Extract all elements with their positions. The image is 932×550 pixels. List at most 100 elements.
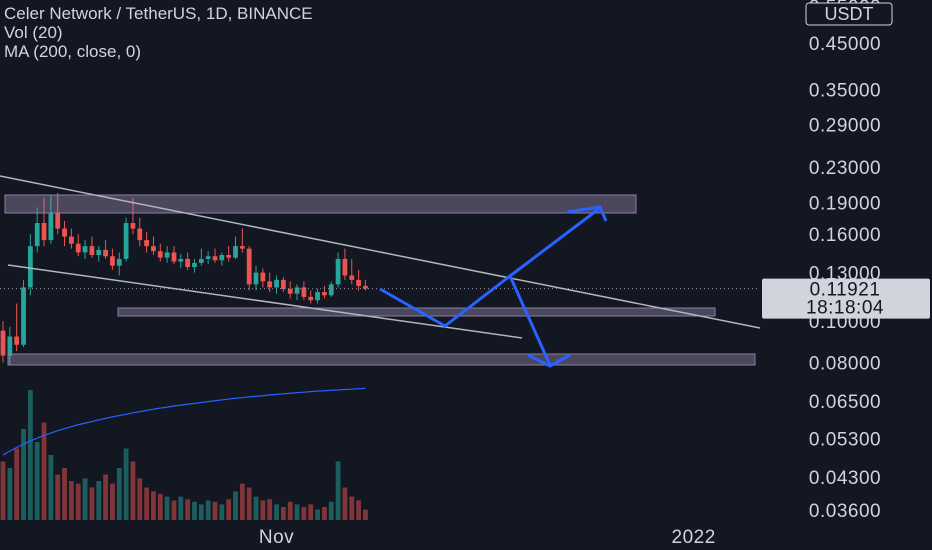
candle-body: [21, 287, 26, 345]
candle-body: [14, 336, 20, 345]
volume-bar: [130, 461, 136, 520]
zone: [7, 353, 756, 366]
candle-body: [342, 258, 348, 276]
y-tick-label: 0.16000: [809, 225, 881, 246]
candle-body: [7, 336, 13, 356]
volume-bar: [171, 500, 177, 520]
volume-bar: [349, 496, 355, 520]
candle-body: [294, 287, 300, 294]
candle-body: [301, 287, 307, 297]
volume-bar: [294, 504, 300, 520]
candle-body: [226, 255, 232, 258]
y-tick-label: 0.04300: [809, 468, 881, 489]
volume-bar: [62, 468, 67, 520]
arrow-path: [508, 275, 552, 366]
y-tick-label: 0.35000: [809, 81, 881, 102]
volume-bar: [41, 422, 47, 520]
candle-body: [356, 279, 361, 286]
plot-area: [0, 192, 760, 520]
candle-body: [335, 258, 341, 285]
y-tick-label: 0.29000: [809, 115, 881, 136]
candle-body: [315, 292, 320, 301]
y-tick-label: 0.45000: [809, 34, 881, 55]
volume-bar: [144, 487, 150, 520]
volume-bar: [75, 483, 81, 520]
zone: [4, 194, 637, 214]
last-price: 0.11921: [810, 280, 881, 301]
candle-body: [151, 246, 156, 252]
candle-body: [363, 285, 368, 289]
candle-body: [55, 212, 61, 229]
volume-bar: [157, 494, 163, 520]
volume-bar: [110, 483, 115, 520]
candle-body: [246, 248, 252, 285]
candle-body: [116, 258, 122, 266]
volume-bar: [233, 491, 238, 520]
volume-bar: [123, 448, 129, 520]
volume-bar: [185, 499, 191, 520]
volume-bar: [308, 504, 314, 520]
candle-body: [260, 272, 266, 282]
volume-bar: [198, 504, 204, 520]
zone: [117, 307, 716, 317]
candle-body: [178, 258, 184, 262]
volume-bar: [14, 448, 20, 520]
last-price-box: [762, 278, 930, 319]
candle-body: [205, 256, 211, 259]
arrow-head: [527, 353, 571, 368]
candle-body: [34, 223, 40, 247]
volume-bar: [178, 496, 184, 520]
volume-bar: [274, 504, 279, 520]
candle-body: [349, 275, 355, 280]
volume-bar: [328, 501, 334, 520]
volume-bar: [82, 478, 88, 520]
candle-body: [137, 228, 143, 241]
candle-body: [308, 296, 314, 301]
candle-body: [233, 246, 238, 258]
volume-bar: [96, 481, 102, 520]
candle-body: [157, 251, 163, 258]
chart-title: Celer Network / TetherUS, 1D, BINANCE: [4, 4, 313, 23]
indicator-label: Vol (20): [4, 23, 63, 42]
candle-body: [82, 246, 88, 253]
candle-body: [75, 243, 81, 253]
volume-bar: [116, 468, 122, 520]
volume-bar: [103, 474, 108, 520]
candle-body: [274, 279, 279, 288]
volume-bar: [226, 499, 232, 520]
volume-bar: [315, 509, 320, 520]
candle-body: [27, 246, 33, 288]
volume-bar: [253, 496, 259, 520]
volume-bar: [48, 455, 54, 520]
volume-bar: [151, 491, 156, 520]
candle-body: [219, 255, 225, 261]
candle-body: [164, 252, 170, 258]
candle-body: [62, 228, 67, 237]
volume-bar: [335, 461, 341, 520]
price-axis: 0.550000.450000.350000.290000.230000.190…: [259, 0, 930, 550]
volume-bar: [287, 501, 293, 520]
volume-bar: [363, 509, 368, 520]
volume-bar: [164, 496, 170, 520]
y-tick-label: 0.03600: [809, 501, 881, 522]
candle-body: [280, 279, 286, 289]
y-tick-label: 0.06500: [809, 392, 881, 413]
currency: USDT: [825, 4, 874, 24]
volume-bar: [205, 500, 211, 520]
volume-bar: [0, 461, 6, 520]
ma-line: [2, 387, 366, 456]
candle-body: [212, 256, 218, 261]
candle-body: [192, 262, 197, 268]
candle-body: [123, 223, 129, 259]
volume-bar: [34, 442, 40, 520]
candle-body: [322, 292, 327, 296]
candle-body: [130, 223, 136, 229]
arrow-head: [566, 205, 608, 222]
currency-box: [805, 2, 893, 26]
candle-body: [41, 223, 47, 241]
candle-body: [171, 252, 177, 262]
candle-body: [198, 258, 204, 263]
y-tick-label: 0.05300: [809, 430, 881, 451]
